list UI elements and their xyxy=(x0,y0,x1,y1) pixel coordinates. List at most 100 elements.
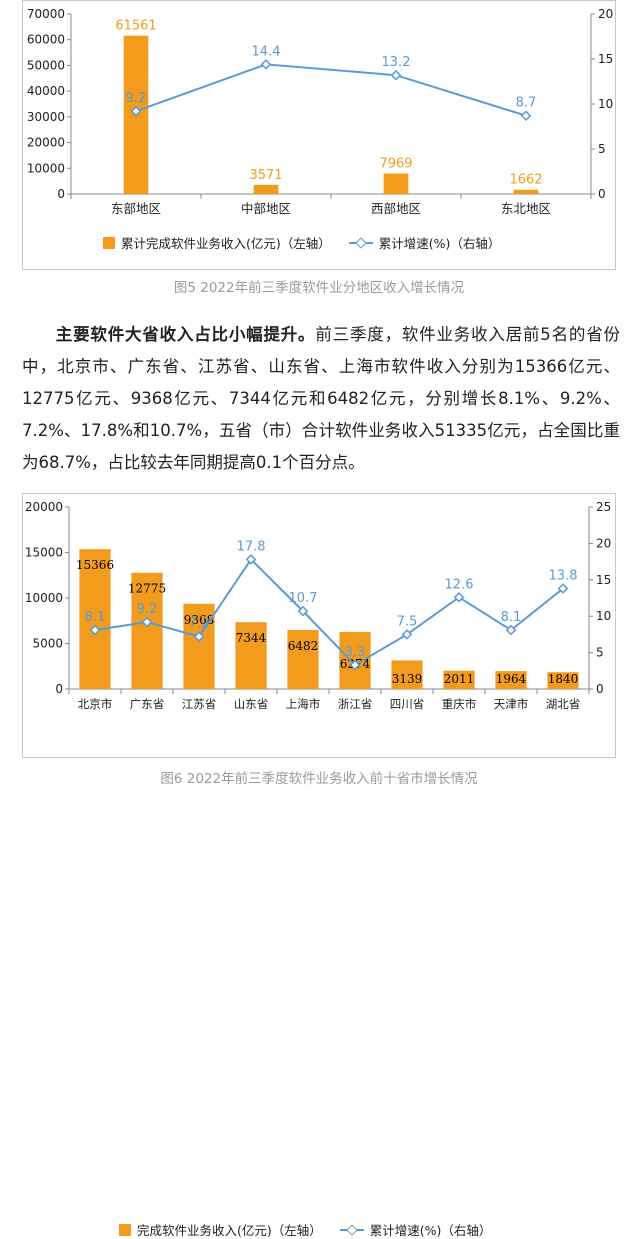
line-point xyxy=(245,554,257,565)
line-point xyxy=(193,631,205,642)
growth-line xyxy=(135,63,527,117)
left-tick-label: 40000 xyxy=(27,84,65,98)
left-tick-label: 20000 xyxy=(27,136,65,150)
right-tick-label: 15 xyxy=(598,52,613,66)
bar-value-label: 15366 xyxy=(76,558,114,572)
chart-1-frame: 0 10000 20000 30000 40000 50000 60000 70000 0 5 10… xyxy=(22,0,616,270)
left-tick-label: 0 xyxy=(55,682,63,696)
line-point xyxy=(89,624,101,636)
line-point xyxy=(401,629,413,640)
line-point xyxy=(520,110,532,122)
line-point xyxy=(453,591,465,603)
line-point xyxy=(130,105,142,117)
category-label: 天津市 xyxy=(494,697,529,711)
line-point xyxy=(505,624,517,636)
category-label: 江苏省 xyxy=(182,697,217,711)
line-value-label: 13.2 xyxy=(382,55,411,70)
line-value-label: 13.8 xyxy=(549,569,578,584)
bar-value-label: 1662 xyxy=(509,173,542,188)
line-value-label: 14.4 xyxy=(252,44,281,59)
chart-1-legend: 累计完成软件业务收入(亿元)（左轴） 累计增速(%)（右轴） xyxy=(103,233,500,252)
bar xyxy=(235,622,267,689)
line-value-label: 10.7 xyxy=(289,591,318,606)
bar-value-label: 7344 xyxy=(236,631,267,645)
figure-2-caption: 图6 2022年前三季度软件业务收入前十省市增长情况 xyxy=(160,771,478,787)
left-tick-label: 30000 xyxy=(27,110,65,124)
chart-1-plot: 0 10000 20000 30000 40000 50000 60000 70000 0 5 10… xyxy=(27,7,613,216)
bar-value-label: 3571 xyxy=(249,168,282,183)
category-label: 四川省 xyxy=(390,697,425,711)
line-point xyxy=(141,616,153,628)
category-label: 广东省 xyxy=(130,697,165,711)
category-label: 东北地区 xyxy=(501,201,551,216)
left-tick-label: 20000 xyxy=(25,500,63,514)
body-paragraph: 主要软件大省收入占比小幅提升。前三季度，软件业务收入居前5名的省份中，北京市、广… xyxy=(22,319,620,479)
right-tick-label: 5 xyxy=(598,142,606,156)
bar-value-label: 1840 xyxy=(548,672,579,686)
right-tick-label: 25 xyxy=(596,500,611,514)
bar-value-label: 61561 xyxy=(115,19,156,34)
line-value-label: 3.3 xyxy=(345,645,366,660)
bar xyxy=(513,189,539,194)
line-point xyxy=(260,59,272,70)
right-tick-label: 0 xyxy=(598,187,606,201)
bar-value-label: 6482 xyxy=(288,639,319,653)
category-label: 山东省 xyxy=(234,697,269,711)
left-tick-label: 15000 xyxy=(25,546,63,560)
line-value-label: 7.5 xyxy=(397,614,418,629)
chart-2-legend: 完成软件业务收入(亿元)（左轴） 累计增速(%)（右轴） xyxy=(119,1220,491,1239)
bar xyxy=(287,630,319,689)
line-value-label: 8.1 xyxy=(85,610,106,625)
legend-line-swatch xyxy=(348,237,373,249)
category-label: 浙江省 xyxy=(338,697,373,711)
category-label: 北京市 xyxy=(78,697,113,711)
line-value-label: 7.2 xyxy=(189,617,210,632)
legend-bar-label: 完成软件业务收入(亿元)（左轴） xyxy=(137,1223,322,1238)
category-label: 湖北省 xyxy=(546,697,581,711)
chart-2-frame: 0 5000 10000 15000 20000 0 5 10 15 20 25 北京市 15366 广东… xyxy=(22,493,616,1238)
bar-value-label: 9368 xyxy=(184,613,215,627)
legend-line-label: 累计增速(%)（右轴） xyxy=(378,236,501,251)
line-value-label: 12.6 xyxy=(445,577,474,592)
category-label: 中部地区 xyxy=(241,201,291,216)
line-point xyxy=(297,605,309,617)
left-tick-label: 10000 xyxy=(27,161,65,175)
category-label: 西部地区 xyxy=(371,201,421,216)
right-tick-label: 20 xyxy=(598,7,613,21)
legend-line-swatch xyxy=(339,1224,364,1236)
right-tick-label: 15 xyxy=(596,573,611,587)
left-tick-label: 70000 xyxy=(27,7,65,21)
paragraph-lead: 主要软件大省收入占比小幅提升。 xyxy=(55,325,316,344)
line-point xyxy=(557,583,569,594)
line-point xyxy=(349,659,361,671)
legend-bar-label: 累计完成软件业务收入(亿元)（左轴） xyxy=(121,236,331,251)
left-tick-label: 10000 xyxy=(25,591,63,605)
line-value-label: 9.2 xyxy=(137,602,158,617)
bar xyxy=(79,549,111,689)
left-tick-label: 50000 xyxy=(27,58,65,72)
bar-value-label: 1964 xyxy=(496,672,527,686)
bar xyxy=(547,672,579,689)
growth-line xyxy=(94,557,564,667)
bar xyxy=(495,671,527,689)
bar xyxy=(131,572,163,689)
bar-value-label: 3139 xyxy=(392,672,423,686)
right-tick-label: 0 xyxy=(596,682,604,696)
figure-1-caption: 图5 2022年前三季度软件业分地区收入增长情况 xyxy=(173,280,465,296)
paragraph-body: 前三季度，软件业务收入居前5名的省份中，北京市、广东省、江苏省、山东省、上海市软… xyxy=(22,325,621,472)
legend-bar-swatch xyxy=(119,1223,131,1236)
category-label: 重庆市 xyxy=(442,697,477,711)
category-label: 东部地区 xyxy=(111,201,161,216)
line-value-label: 17.8 xyxy=(237,539,266,554)
category-label: 上海市 xyxy=(286,697,321,711)
right-tick-label: 10 xyxy=(596,609,611,623)
line-point xyxy=(390,69,402,81)
bar xyxy=(253,184,279,194)
left-tick-label: 5000 xyxy=(32,637,63,651)
bar-value-label: 2011 xyxy=(444,672,475,686)
chart-2-plot: 0 5000 10000 15000 20000 0 5 10 15 20 25 北京市 15366 广东… xyxy=(25,500,611,711)
bar xyxy=(383,173,409,194)
line-value-label: 9.2 xyxy=(126,91,147,106)
bar-value-label: 12775 xyxy=(128,582,166,596)
left-tick-label: 0 xyxy=(57,187,65,201)
